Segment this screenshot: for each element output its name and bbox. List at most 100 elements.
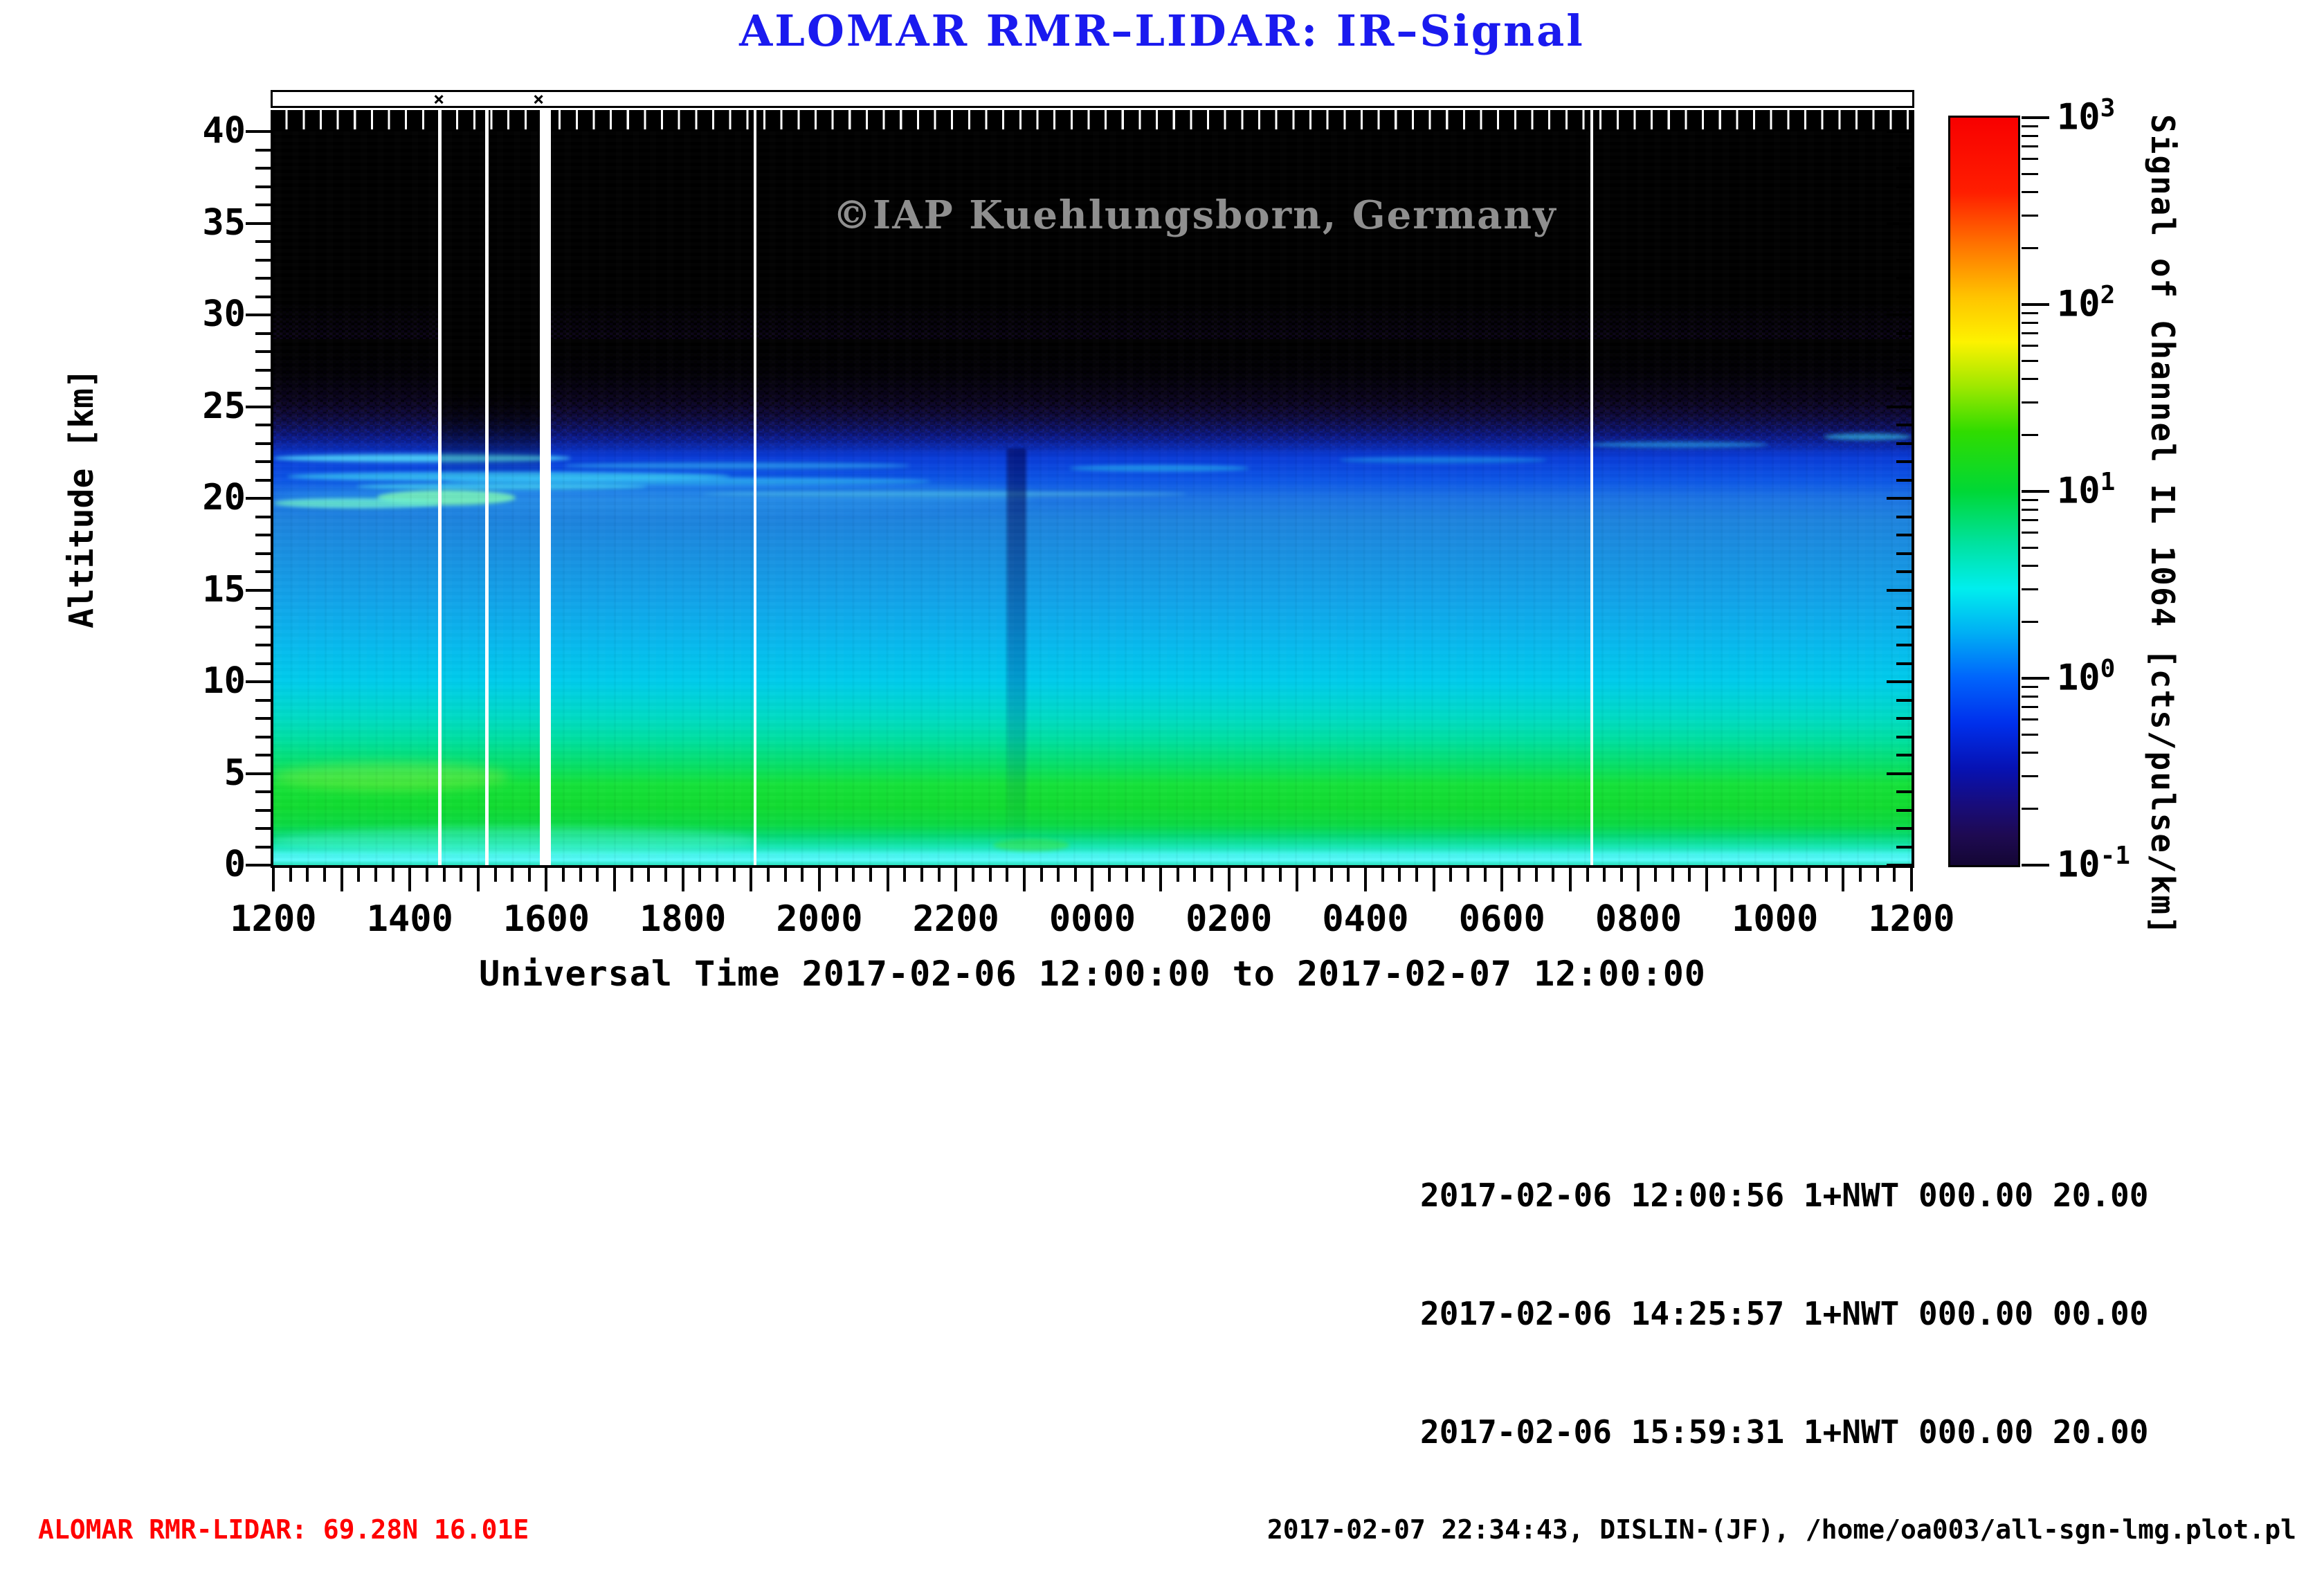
colorbar-tick-label: 102 bbox=[2057, 281, 2116, 325]
heatmap-plot-area: ©IAP Kuehlungsborn, Germany bbox=[273, 131, 1912, 865]
x-tick bbox=[1278, 868, 1282, 882]
x-tick bbox=[1193, 868, 1197, 882]
y-tick-right bbox=[1896, 570, 1912, 573]
x-tick bbox=[1876, 868, 1879, 882]
colorbar-minor-tick bbox=[2022, 158, 2038, 161]
colorbar-minor-tick bbox=[2022, 519, 2038, 522]
x-tick bbox=[1091, 868, 1094, 891]
y-tick-left bbox=[255, 534, 271, 536]
data-gap-line bbox=[1590, 110, 1593, 865]
generation-info-label: 2017-02-07 22:34:43, DISLIN-(JF), /home/… bbox=[1267, 1514, 2296, 1545]
axis-top bbox=[271, 129, 1914, 131]
x-tick bbox=[408, 868, 412, 891]
y-tick-left bbox=[246, 221, 271, 225]
y-tick-left bbox=[255, 277, 271, 280]
colorbar-major-tick bbox=[2022, 116, 2049, 119]
y-tick-right bbox=[1896, 460, 1912, 463]
colorbar-minor-tick bbox=[2022, 751, 2038, 754]
x-tick bbox=[988, 868, 992, 882]
colorbar-minor-tick bbox=[2022, 706, 2038, 709]
cirrus-streak bbox=[356, 483, 647, 490]
x-tick-label: 1200 bbox=[1868, 898, 1955, 940]
y-tick-right bbox=[1896, 478, 1912, 482]
colorbar-minor-tick bbox=[2022, 695, 2038, 698]
colorbar-minor-tick bbox=[2022, 190, 2038, 193]
colorbar-minor-tick bbox=[2022, 532, 2038, 534]
y-tick-left bbox=[246, 680, 271, 683]
x-tick-label: 1800 bbox=[639, 898, 727, 940]
x-tick bbox=[1466, 868, 1469, 882]
x-tick bbox=[1040, 868, 1043, 882]
y-tick-left bbox=[255, 387, 271, 390]
y-tick-right bbox=[1896, 258, 1912, 262]
x-tick bbox=[1108, 868, 1111, 882]
colorbar-minor-tick bbox=[2022, 564, 2038, 567]
x-tick bbox=[613, 868, 617, 891]
x-tick bbox=[1654, 868, 1658, 882]
x-tick bbox=[1859, 868, 1862, 882]
colorbar-minor-tick bbox=[2022, 145, 2038, 148]
x-tick bbox=[1363, 868, 1367, 891]
x-tick bbox=[545, 868, 548, 891]
colorbar-minor-tick bbox=[2022, 359, 2038, 362]
y-tick-left bbox=[255, 185, 271, 188]
y-tick-left bbox=[255, 424, 271, 426]
y-tick-left bbox=[255, 350, 271, 353]
x-tick bbox=[272, 868, 275, 891]
y-tick-right bbox=[1896, 735, 1912, 738]
colorbar-major-tick bbox=[2022, 677, 2049, 680]
y-tick-right bbox=[1896, 350, 1912, 353]
colorbar-minor-tick bbox=[2022, 401, 2038, 403]
aerosol-layer-glow bbox=[273, 481, 1035, 512]
x-tick bbox=[920, 868, 923, 882]
x-tick bbox=[886, 868, 889, 891]
x-tick bbox=[1517, 868, 1520, 882]
y-tick-left bbox=[255, 148, 271, 152]
y-tick-right bbox=[1887, 772, 1912, 775]
colorbar-minor-tick bbox=[2022, 321, 2038, 324]
y-tick-right bbox=[1896, 332, 1912, 335]
y-tick-label: 20 bbox=[202, 477, 246, 518]
x-tick bbox=[1381, 868, 1384, 882]
x-axis-title: Universal Time 2017-02-06 12:00:00 to 20… bbox=[479, 954, 1706, 994]
colorbar-tick-label: 100 bbox=[2057, 655, 2116, 699]
y-tick-left bbox=[246, 772, 271, 775]
x-tick bbox=[476, 868, 480, 891]
y-tick-right bbox=[1896, 552, 1912, 555]
x-tick-label: 2200 bbox=[912, 898, 999, 940]
x-tick bbox=[1057, 868, 1060, 882]
x-tick bbox=[1671, 868, 1674, 882]
y-tick-left bbox=[255, 368, 271, 372]
x-tick bbox=[971, 868, 974, 882]
colorbar-minor-tick bbox=[2022, 774, 2038, 777]
x-tick bbox=[750, 868, 753, 891]
x-tick bbox=[289, 868, 292, 882]
coverage-bar bbox=[271, 90, 1914, 108]
boundary-layer-glow bbox=[273, 827, 758, 855]
x-tick-label: 0600 bbox=[1458, 898, 1545, 940]
x-tick bbox=[1313, 868, 1316, 882]
y-tick-left bbox=[255, 570, 271, 573]
colorbar-minor-tick bbox=[2022, 621, 2038, 624]
y-tick-left bbox=[255, 167, 271, 170]
y-tick-right bbox=[1887, 405, 1912, 408]
x-tick bbox=[937, 868, 941, 882]
y-tick-left bbox=[246, 588, 271, 592]
x-tick bbox=[1705, 868, 1709, 891]
y-tick-left bbox=[246, 497, 271, 500]
y-tick-left bbox=[255, 717, 271, 720]
y-tick-right bbox=[1896, 515, 1912, 518]
cirrus-streak bbox=[1588, 442, 1768, 448]
y-tick-right bbox=[1896, 277, 1912, 280]
shot-noise-striping bbox=[273, 131, 1912, 865]
x-tick bbox=[852, 868, 855, 882]
y-tick-right bbox=[1896, 368, 1912, 372]
y-tick-right bbox=[1896, 442, 1912, 445]
x-tick bbox=[1022, 868, 1026, 891]
y-tick-right bbox=[1887, 497, 1912, 500]
data-gap-line bbox=[438, 110, 442, 865]
y-tick-right bbox=[1887, 130, 1912, 133]
x-tick bbox=[1176, 868, 1179, 882]
x-tick bbox=[527, 868, 531, 882]
cloud-attenuation-column bbox=[1007, 448, 1026, 850]
